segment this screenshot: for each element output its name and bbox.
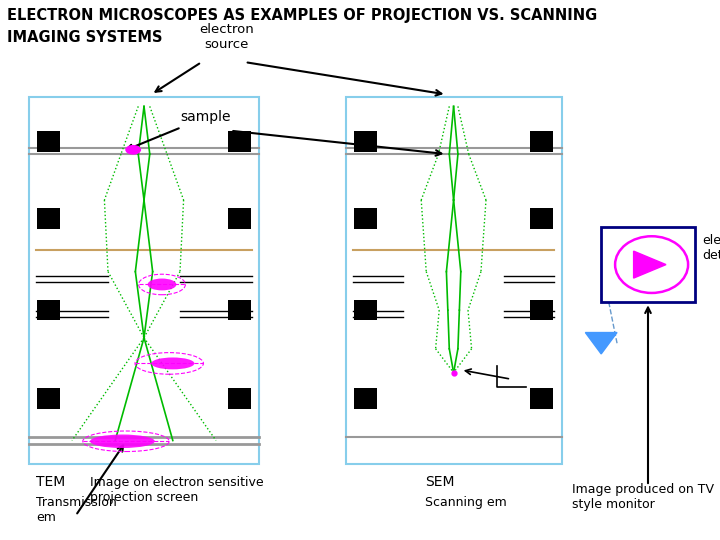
Bar — [601, 227, 695, 302]
Text: Image on electron sensitive
projection screen: Image on electron sensitive projection s… — [90, 476, 264, 504]
Text: Scanning em: Scanning em — [425, 496, 507, 509]
Bar — [29, 97, 259, 464]
Bar — [37, 300, 60, 320]
Bar — [354, 131, 377, 152]
Text: Transmission
em: Transmission em — [36, 496, 117, 524]
Polygon shape — [634, 251, 666, 278]
Ellipse shape — [148, 279, 176, 291]
Ellipse shape — [90, 435, 155, 448]
Text: electron
source: electron source — [199, 23, 254, 51]
Bar — [228, 300, 251, 320]
Ellipse shape — [125, 145, 141, 154]
Bar — [228, 388, 251, 409]
Ellipse shape — [151, 357, 194, 369]
Bar — [346, 97, 562, 464]
Text: Image produced on TV
style monitor: Image produced on TV style monitor — [572, 483, 714, 511]
Bar — [37, 388, 60, 409]
Text: IMAGING SYSTEMS: IMAGING SYSTEMS — [7, 30, 163, 45]
Bar — [354, 208, 377, 228]
Text: SEM: SEM — [425, 475, 454, 489]
Bar — [530, 388, 553, 409]
Bar — [530, 208, 553, 228]
Text: TEM: TEM — [36, 475, 66, 489]
Bar — [354, 388, 377, 409]
Bar — [37, 208, 60, 228]
Bar — [37, 131, 60, 152]
Polygon shape — [585, 333, 617, 354]
Ellipse shape — [615, 237, 688, 293]
Bar — [530, 300, 553, 320]
Text: ELECTRON MICROSCOPES AS EXAMPLES OF PROJECTION VS. SCANNING: ELECTRON MICROSCOPES AS EXAMPLES OF PROJ… — [7, 8, 598, 23]
Bar — [228, 131, 251, 152]
Bar — [228, 208, 251, 228]
Bar — [530, 131, 553, 152]
Text: sample: sample — [127, 111, 230, 150]
Bar — [354, 300, 377, 320]
Text: electron
detector: electron detector — [702, 234, 720, 262]
